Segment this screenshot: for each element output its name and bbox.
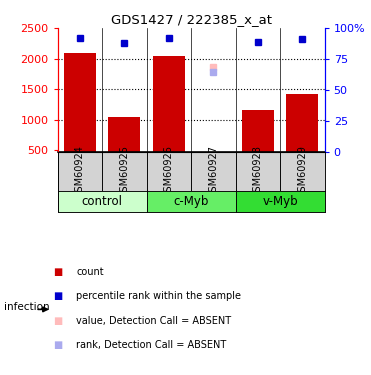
Bar [280, 152, 325, 191]
Text: GSM60924: GSM60924 [75, 145, 85, 198]
Text: control: control [82, 195, 122, 208]
Text: GSM60926: GSM60926 [164, 145, 174, 198]
Bar [102, 152, 147, 191]
Text: GSM60927: GSM60927 [209, 145, 218, 198]
Bar [242, 110, 274, 152]
Bar [191, 152, 236, 191]
Bar [64, 53, 96, 152]
Text: c-Myb: c-Myb [173, 195, 209, 208]
Text: ■: ■ [53, 316, 62, 326]
Text: infection: infection [4, 303, 49, 312]
Text: percentile rank within the sample: percentile rank within the sample [76, 291, 241, 301]
Text: rank, Detection Call = ABSENT: rank, Detection Call = ABSENT [76, 340, 226, 350]
Bar [236, 191, 325, 212]
Bar [58, 191, 147, 212]
Title: GDS1427 / 222385_x_at: GDS1427 / 222385_x_at [111, 13, 272, 26]
Text: GSM60929: GSM60929 [298, 145, 307, 198]
Text: GSM60928: GSM60928 [253, 145, 263, 198]
Text: GSM60925: GSM60925 [119, 145, 129, 198]
Bar [147, 152, 191, 191]
Bar [236, 152, 280, 191]
Text: v-Myb: v-Myb [262, 195, 298, 208]
Bar [153, 56, 185, 152]
Bar [147, 191, 236, 212]
Text: ■: ■ [53, 291, 62, 301]
Text: ■: ■ [53, 267, 62, 277]
Text: count: count [76, 267, 104, 277]
Bar [108, 117, 140, 152]
Text: ■: ■ [53, 340, 62, 350]
Text: value, Detection Call = ABSENT: value, Detection Call = ABSENT [76, 316, 231, 326]
Bar [58, 152, 102, 191]
Bar [286, 94, 318, 152]
